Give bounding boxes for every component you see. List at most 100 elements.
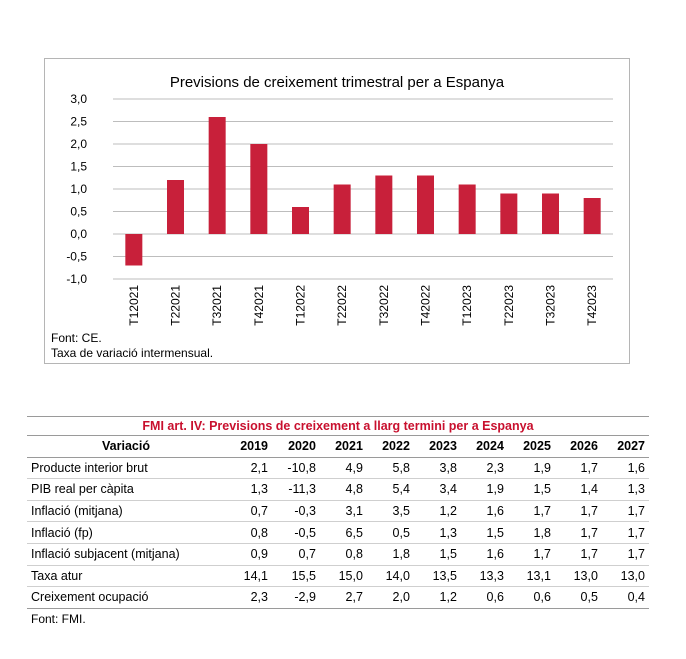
table-cell: 0,4 [601,586,649,609]
table-source-note: Font: FMI. [31,611,86,626]
table-cell: 1,5 [507,478,555,501]
x-axis-ticks: T12021 T22021 T32021 T42021 T12022 T22022 T320… [127,285,599,326]
y-tick-label: 2,0 [70,137,87,151]
table-row-label: Inflació subjacent (mitjana) [27,543,225,566]
forecast-table: Variació 2019 2020 2021 2022 2023 2024 2025 202… [27,435,649,609]
table-header-year: 2026 [554,435,602,458]
table-cell: 13,3 [460,565,508,588]
bars [125,117,601,266]
table-header-year: 2025 [507,435,555,458]
table-row-label: Inflació (mitjana) [27,500,225,523]
table-cell: 1,7 [601,543,649,566]
table-row: Taxa atur 14,1 15,5 15,0 14,0 13,5 13,3 13,1 13,… [27,565,649,588]
chart-variation-note: Taxa de variació intermensual. [51,346,214,360]
y-tick-label: 0,5 [70,205,87,219]
table-cell: -0,3 [272,500,320,523]
table-body: Producte interior brut 2,1 -10,8 4,9 5,8 3,8 2… [27,457,649,609]
table-row-label: Producte interior brut [27,457,225,480]
bar [375,175,393,234]
table-cell: 0,6 [460,586,508,609]
table-cell: -11,3 [272,478,320,501]
table-row: Inflació (mitjana) 0,7 -0,3 3,1 3,5 1,2 1,6 1,7… [27,500,649,523]
table-cell: 1,5 [460,521,508,544]
table-cell: 0,5 [554,586,602,609]
bar [333,184,351,234]
table-cell: 1,3 [601,478,649,501]
x-tick-label: T32021 [210,285,224,326]
table-cell: 1,2 [413,586,461,609]
table-cell: 0,8 [319,543,367,566]
table-row-label: Inflació (fp) [27,521,225,544]
bar [167,180,184,234]
x-tick-label: T32023 [544,285,558,326]
table-cell: 13,5 [413,565,461,588]
table-cell: 1,9 [507,457,555,480]
bar [500,193,518,234]
x-tick-label: T22022 [335,285,349,326]
table-header-year: 2019 [225,435,272,458]
table-cell: 0,6 [507,586,555,609]
table-row: Creixement ocupació 2,3 -2,9 2,7 2,0 1,2 0,6 0,… [27,586,649,609]
table-cell: 1,7 [554,500,602,523]
table-header-year: 2023 [413,435,461,458]
table-cell: 5,4 [366,478,414,501]
bar [125,234,143,266]
bar [417,175,434,234]
table-cell: 1,3 [225,478,272,501]
table-cell: 1,7 [507,543,555,566]
table-cell: 4,8 [319,478,367,501]
table-cell: 0,7 [225,500,272,523]
table-cell: 13,1 [507,565,555,588]
table-cell: 0,8 [225,521,272,544]
table-cell: 13,0 [601,565,649,588]
x-tick-label: T42023 [585,285,599,326]
table-header-year: 2024 [460,435,508,458]
table-cell: 1,8 [366,543,414,566]
table-cell: 1,9 [460,478,508,501]
y-tick-label: 0,0 [70,227,87,241]
bar-chart: Previsions de creixement trimestral per … [66,74,613,326]
table-cell: 1,6 [460,543,508,566]
table-cell: 15,0 [319,565,367,588]
chart-title: Previsions de creixement trimestral per … [170,74,505,91]
table-cell: 2,7 [319,586,367,609]
table-cell: 5,8 [366,457,414,480]
table-cell: 13,0 [554,565,602,588]
table-row: Inflació subjacent (mitjana) 0,9 0,7 0,8 1,8… [27,543,649,566]
chart-source-note: Font: CE. [51,331,102,345]
y-tick-label: 1,5 [70,160,87,174]
x-tick-label: T12023 [460,285,474,326]
table-header-row: Variació 2019 2020 2021 2022 2023 2024 2025 202… [27,435,649,458]
table-cell: 1,7 [554,521,602,544]
table-cell: 4,9 [319,457,367,480]
table-cell: -2,9 [272,586,320,609]
bar [208,117,226,234]
table-row: PIB real per càpita 1,3 -11,3 4,8 5,4 3,4 1,9 1… [27,478,649,501]
y-axis-ticks: 3,0 2,5 2,0 1,5 1,0 0,5 0,0 -0,5 -1,0 [66,92,87,286]
table-row-label: Taxa atur [27,565,225,588]
table-cell: 3,5 [366,500,414,523]
table-cell: 1,3 [413,521,461,544]
table-cell: 1,8 [507,521,555,544]
table-cell: 0,9 [225,543,272,566]
table-cell: 6,5 [319,521,367,544]
table-header-year: 2020 [272,435,320,458]
table-cell: -0,5 [272,521,320,544]
table-row: Producte interior brut 2,1 -10,8 4,9 5,8 3,8 2… [27,457,649,480]
table-cell: 1,7 [507,500,555,523]
table-row-label: Creixement ocupació [27,586,225,609]
table-cell: 3,1 [319,500,367,523]
bar [542,193,559,234]
table-cell: 1,5 [413,543,461,566]
table-cell: 3,4 [413,478,461,501]
x-tick-label: T42021 [252,285,266,326]
x-tick-label: T12022 [294,285,308,326]
x-tick-label: T42022 [419,285,433,326]
x-tick-label: T22021 [169,285,183,326]
table-header-year: 2021 [319,435,367,458]
x-tick-label: T32022 [377,285,391,326]
table-cell: 1,7 [601,521,649,544]
table-cell: 0,5 [366,521,414,544]
bar [250,144,268,234]
bar [583,198,601,234]
